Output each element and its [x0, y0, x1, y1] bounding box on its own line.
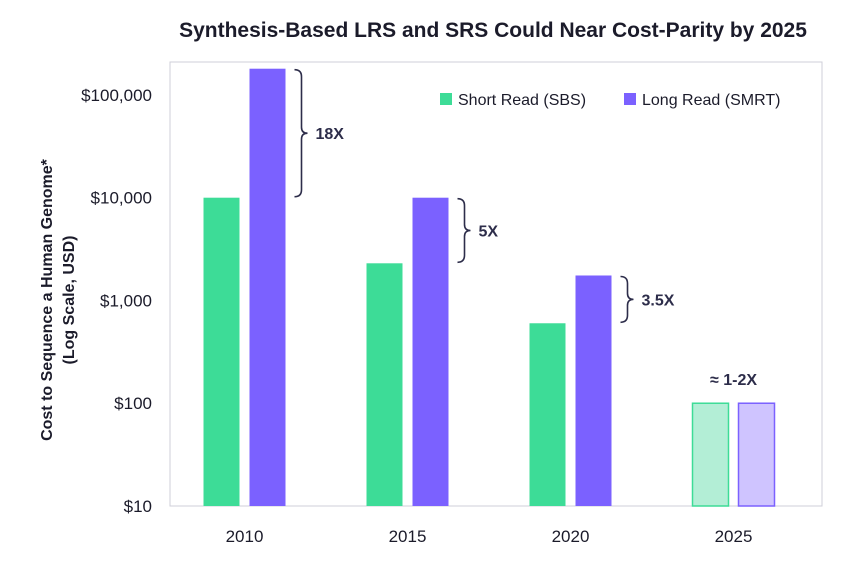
legend: Short Read (SBS) Long Read (SMRT)	[440, 92, 780, 109]
chart-title: Synthesis-Based LRS and SRS Could Near C…	[179, 19, 807, 42]
legend-label: Long Read (SMRT)	[642, 92, 780, 109]
bar-short-2020	[529, 323, 566, 506]
x-tick-label: 2025	[715, 527, 753, 546]
y-axis-label-line1: Cost to Sequence a Human Genome*	[39, 158, 56, 441]
legend-swatch	[624, 93, 636, 105]
bar-long-2010	[249, 68, 286, 506]
ratio-label: ≈ 1-2X	[710, 372, 757, 389]
ratio-label: 5X	[479, 223, 499, 240]
x-tick-label: 2010	[226, 527, 264, 546]
bar-short-2025	[691, 402, 730, 507]
legend-label: Short Read (SBS)	[458, 92, 586, 109]
bar-short-2015	[366, 263, 403, 506]
x-axis-ticks: 2010 2015 2020 2025	[226, 527, 753, 546]
x-tick-label: 2015	[389, 527, 427, 546]
y-tick-label: $10	[124, 497, 152, 516]
legend-swatch	[440, 93, 452, 105]
bracket	[294, 68, 308, 198]
bar-short-2010	[203, 197, 240, 506]
x-tick-label: 2020	[552, 527, 590, 546]
y-axis-ticks: $10 $100 $1,000 $10,000 $100,000	[81, 86, 152, 516]
y-tick-label: $1,000	[100, 291, 152, 310]
ratio-annotations: 18X 5X 3.5X ≈ 1-2X	[294, 68, 757, 389]
plot-area	[169, 61, 823, 507]
bar-long-2015	[412, 197, 449, 506]
bar-long-2020	[575, 275, 612, 506]
bracket	[620, 275, 634, 324]
y-tick-label: $100,000	[81, 86, 152, 105]
y-tick-label: $100	[114, 394, 152, 413]
ratio-label: 3.5X	[642, 292, 675, 309]
y-tick-label: $10,000	[91, 189, 152, 208]
ratio-label: 18X	[316, 126, 345, 143]
bracket	[457, 197, 471, 264]
y-axis-label-line2: (Log Scale, USD)	[61, 236, 78, 365]
bars	[203, 68, 776, 507]
bar-long-2025	[737, 402, 776, 507]
